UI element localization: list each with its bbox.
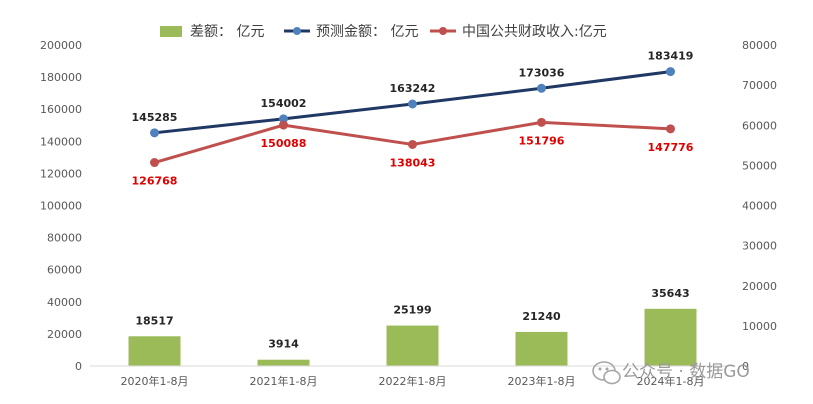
x-axis-tick-label: 2020年1-8月 [121, 374, 189, 388]
x-axis-tick-label: 2023年1-8月 [508, 374, 576, 388]
right-axis-tick-label: 30000 [742, 240, 777, 253]
wechat-eye [598, 367, 602, 371]
right-axis-tick-label: 80000 [742, 39, 777, 52]
left-axis-tick-label: 180000 [40, 71, 82, 84]
revenue-data-label: 126768 [132, 175, 178, 188]
forecast-data-label: 145285 [132, 111, 178, 124]
revenue-data-label: 138043 [390, 156, 436, 169]
left-axis-tick-label: 140000 [40, 135, 82, 148]
right-axis-tick-label: 20000 [742, 280, 777, 293]
left-axis-tick-label: 160000 [40, 103, 82, 116]
legend-marker-forecast [293, 27, 301, 35]
left-axis-tick-label: 20000 [47, 328, 82, 341]
left-axis-tick-label: 0 [75, 360, 82, 373]
bar [644, 308, 697, 366]
legend-label: 中国公共财政收入:亿元 [462, 24, 607, 40]
left-axis-tick-label: 120000 [40, 167, 82, 180]
legend-label: 差额： 亿元 [190, 24, 264, 40]
forecast-point [666, 67, 675, 77]
legend-swatch-bar [160, 26, 182, 37]
bar-series [128, 308, 697, 366]
right-axis-tick-label: 10000 [742, 320, 777, 333]
right-axis-tick-label: 60000 [742, 119, 777, 132]
forecast-point [408, 99, 417, 109]
forecast-point [150, 128, 159, 138]
left-axis-tick-label: 80000 [47, 232, 82, 245]
left-axis-tick-label: 100000 [40, 200, 82, 213]
bar [128, 336, 181, 366]
revenue-point [666, 124, 675, 134]
data-labels: 18517 3914 25199 21240 35643 145285 154002 1632… [132, 50, 694, 351]
forecast-data-label: 173036 [519, 66, 565, 79]
forecast-data-label: 163242 [390, 82, 436, 95]
bar-data-label: 25199 [393, 304, 431, 317]
bar-data-label: 35643 [651, 287, 689, 300]
revenue-data-label: 147776 [648, 141, 694, 154]
legend-label: 预测金额： 亿元 [316, 24, 418, 40]
forecast-data-label: 154002 [261, 97, 307, 110]
right-axis-tick-label: 40000 [742, 200, 777, 213]
bar-data-label: 3914 [268, 338, 299, 351]
right-axis-tick-label: 50000 [742, 159, 777, 172]
bar [515, 331, 568, 366]
right-axis: 0 10000 20000 30000 40000 50000 60000 70000 8000… [742, 39, 777, 373]
bar-data-label: 21240 [522, 310, 561, 323]
revenue-point [150, 158, 159, 168]
left-axis-tick-label: 40000 [47, 296, 82, 309]
legend: 差额： 亿元 预测金额： 亿元 中国公共财政收入:亿元 [160, 24, 607, 40]
bar [386, 325, 439, 366]
left-axis: 0 20000 40000 60000 80000 100000 120000 140000 1… [40, 39, 82, 373]
wechat-bubble-small [603, 369, 621, 385]
left-axis-tick-label: 60000 [47, 264, 82, 277]
x-axis: 2020年1-8月 2021年1-8月 2022年1-8月 2023年1-8月 2024… [90, 365, 735, 388]
watermark: 公众号 · 数据GO [592, 361, 750, 385]
right-axis-tick-label: 70000 [742, 79, 777, 92]
watermark-text: 公众号 · 数据GO [622, 362, 750, 382]
forecast-point [537, 83, 546, 93]
x-axis-tick-label: 2022年1-8月 [379, 374, 447, 388]
wechat-icon [592, 361, 621, 385]
revenue-point [537, 117, 546, 127]
wechat-eye [605, 367, 609, 371]
revenue-data-label: 151796 [519, 134, 565, 147]
x-axis-tick-label: 2021年1-8月 [250, 374, 318, 388]
bar [257, 359, 310, 366]
right-axis-tick-label: 0 [742, 360, 749, 373]
line-series [150, 67, 675, 168]
revenue-data-label: 150088 [261, 137, 307, 150]
bar-data-label: 18517 [135, 314, 173, 327]
legend-marker-revenue [439, 27, 447, 35]
revenue-point [279, 120, 288, 130]
forecast-data-label: 183419 [648, 50, 694, 63]
x-axis-tick-label: 2024年1-8月 [637, 374, 705, 388]
revenue-point [408, 139, 417, 149]
left-axis-tick-label: 200000 [40, 39, 82, 52]
